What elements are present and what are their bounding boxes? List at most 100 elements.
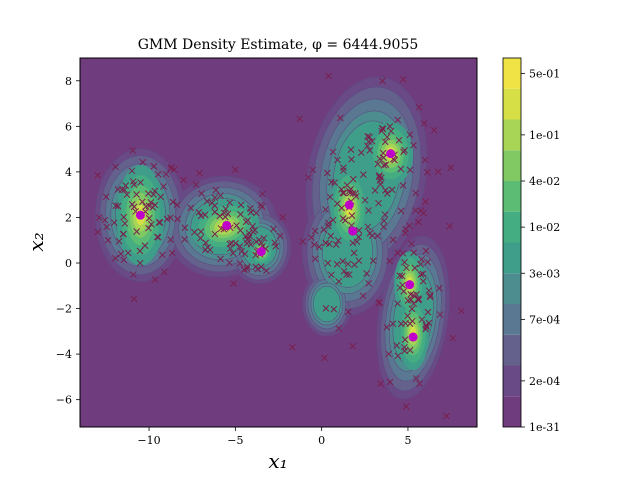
sample-marker bbox=[271, 239, 279, 247]
sample-marker bbox=[101, 216, 109, 224]
y-tick-label: 8 bbox=[65, 75, 72, 88]
sample-marker bbox=[117, 250, 125, 258]
sample-marker bbox=[94, 171, 102, 179]
sample-marker bbox=[237, 201, 245, 209]
sample-marker bbox=[226, 199, 234, 207]
sample-marker bbox=[169, 198, 177, 206]
sample-marker bbox=[393, 342, 401, 349]
sample-marker bbox=[247, 240, 255, 248]
sample-marker bbox=[411, 264, 419, 272]
colorbar-tick-label: 5e-01 bbox=[529, 67, 560, 80]
sample-marker bbox=[418, 316, 426, 323]
sample-marker bbox=[401, 258, 408, 266]
sample-marker bbox=[112, 202, 120, 210]
sample-marker bbox=[364, 142, 371, 150]
colorbar-segment bbox=[503, 150, 521, 181]
sample-marker bbox=[304, 174, 312, 181]
sample-marker bbox=[348, 156, 355, 163]
sample-marker bbox=[288, 343, 296, 351]
y-axis-ticks: −6 −4 −2 0 2 4 6 8 bbox=[56, 75, 80, 407]
sample-marker bbox=[153, 233, 161, 241]
sample-marker bbox=[145, 214, 153, 222]
sample-marker bbox=[359, 292, 367, 300]
sample-marker bbox=[217, 255, 224, 263]
mean-marker bbox=[405, 280, 415, 290]
sample-marker bbox=[449, 334, 457, 342]
sample-marker bbox=[151, 187, 159, 195]
sample-marker bbox=[233, 222, 240, 229]
sample-marker bbox=[120, 230, 127, 238]
sample-marker bbox=[380, 154, 387, 161]
sample-marker bbox=[168, 249, 176, 257]
sample-marker bbox=[121, 220, 129, 227]
colorbar-segment bbox=[503, 304, 521, 335]
sample-marker bbox=[412, 189, 420, 197]
sample-marker bbox=[415, 103, 423, 111]
sample-marker bbox=[402, 319, 409, 327]
sample-marker bbox=[327, 232, 335, 240]
mean-marker bbox=[135, 210, 145, 220]
sample-marker bbox=[434, 168, 442, 175]
mean-marker bbox=[408, 332, 418, 342]
colorbar-segment bbox=[503, 396, 521, 427]
sample-marker bbox=[236, 243, 244, 250]
sample-marker bbox=[412, 207, 419, 214]
sample-marker bbox=[255, 236, 263, 244]
mean-marker bbox=[344, 200, 354, 210]
sample-marker bbox=[401, 336, 409, 343]
sample-marker bbox=[381, 211, 389, 218]
sample-marker bbox=[458, 307, 465, 315]
sample-marker bbox=[203, 197, 211, 205]
sample-marker bbox=[377, 180, 384, 188]
y-tick-label: −2 bbox=[56, 303, 72, 316]
sample-marker bbox=[216, 212, 224, 220]
sample-marker bbox=[422, 247, 430, 255]
sample-marker bbox=[139, 198, 146, 206]
sample-marker bbox=[416, 380, 423, 388]
sample-marker bbox=[401, 146, 408, 154]
sample-marker bbox=[442, 412, 450, 420]
sample-marker bbox=[142, 203, 150, 210]
sample-marker bbox=[196, 169, 203, 177]
colorbar-segment bbox=[503, 365, 521, 397]
x-tick-label: −10 bbox=[137, 434, 160, 447]
sample-marker bbox=[419, 270, 427, 278]
sample-marker bbox=[340, 189, 348, 197]
sample-marker bbox=[222, 205, 229, 213]
sample-marker bbox=[436, 311, 444, 318]
colorbar-segment bbox=[503, 242, 521, 274]
sample-marker bbox=[365, 207, 372, 214]
sample-marker bbox=[355, 233, 363, 241]
sample-marker bbox=[259, 190, 266, 198]
sample-marker bbox=[104, 236, 112, 244]
sample-marker bbox=[251, 226, 259, 234]
sample-marker bbox=[425, 287, 433, 295]
sample-marker bbox=[404, 312, 411, 320]
sample-marker bbox=[341, 216, 349, 224]
sample-marker bbox=[187, 204, 195, 212]
sample-marker bbox=[325, 219, 332, 227]
plot-frame bbox=[79, 57, 478, 428]
sample-marker bbox=[270, 225, 277, 233]
sample-marker bbox=[415, 296, 422, 304]
sample-marker bbox=[361, 196, 369, 204]
sample-marker bbox=[380, 161, 388, 169]
sample-marker bbox=[335, 325, 343, 332]
sample-marker bbox=[197, 228, 205, 235]
sample-marker bbox=[375, 199, 382, 207]
sample-marker bbox=[173, 201, 181, 209]
y-axis-label: x₂ bbox=[24, 232, 48, 251]
sample-marker bbox=[102, 193, 110, 201]
sample-marker bbox=[334, 237, 342, 244]
sample-marker bbox=[323, 169, 331, 177]
sample-marker bbox=[382, 187, 389, 194]
sample-marker bbox=[181, 224, 189, 232]
sample-marker bbox=[249, 222, 256, 230]
sample-marker bbox=[136, 259, 144, 267]
sample-marker bbox=[202, 239, 210, 247]
sample-marker bbox=[417, 271, 425, 278]
sample-marker bbox=[360, 171, 367, 178]
sample-marker bbox=[141, 242, 149, 249]
sample-marker bbox=[425, 319, 433, 327]
sample-marker bbox=[339, 257, 347, 265]
